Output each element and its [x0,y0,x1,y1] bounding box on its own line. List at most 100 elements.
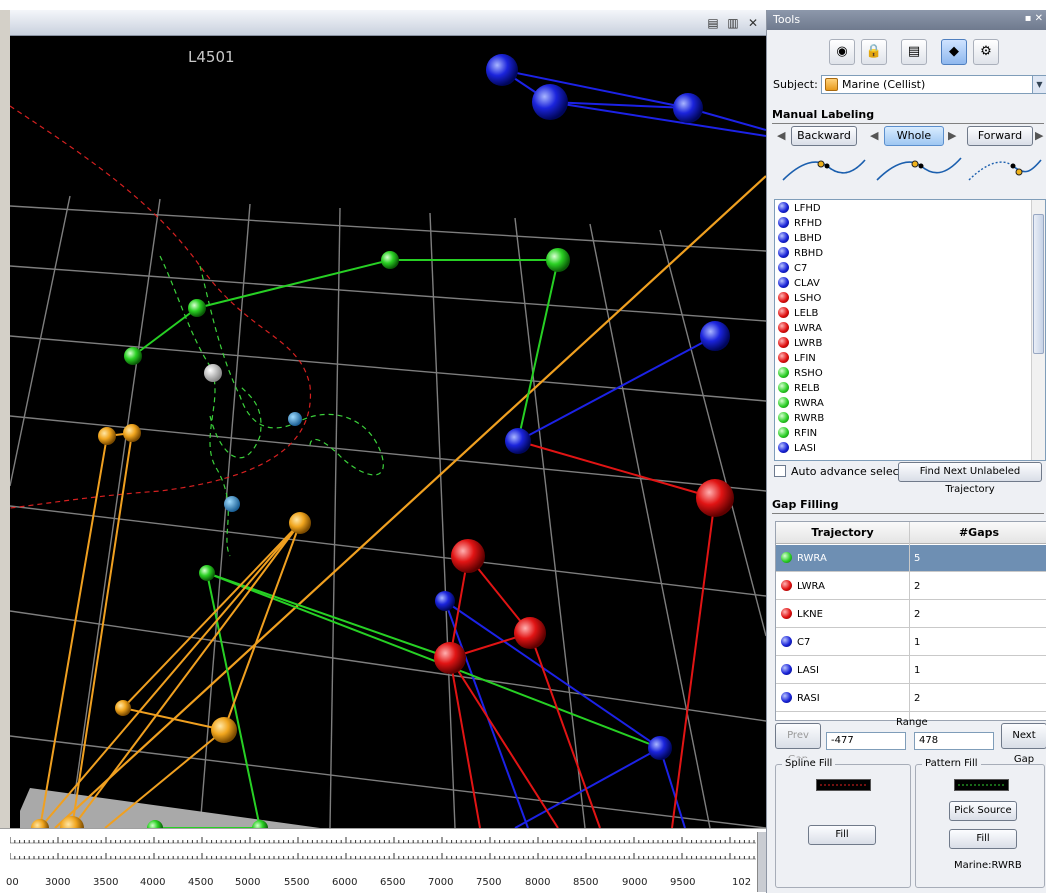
list-item[interactable]: RBHD [778,247,823,261]
marker-name: LELB [794,308,819,319]
list-item[interactable]: RWRB [778,412,824,426]
marker-name: CLAV [794,278,820,289]
col-trajectory-header[interactable]: Trajectory [776,522,909,544]
scroll-thumb[interactable] [1033,214,1044,354]
marker-name: RBHD [794,248,824,259]
timeline-ruler[interactable] [10,835,760,875]
pattern-fill-group: Pattern Fill Pick Source Fill Marine:RWR… [915,758,1045,888]
marker-dot-icon [781,664,792,675]
list-item[interactable]: LSHO [778,292,821,306]
marker-name: RWRA [794,398,824,409]
prev-gap-button[interactable]: Prev Gap [775,723,821,765]
list-item[interactable]: LELB [778,307,818,321]
list-item[interactable]: RSHO [778,367,823,381]
list-item[interactable]: C7 [778,262,807,276]
marker-dot-icon [778,352,789,363]
timeline-label: 9000 [622,877,648,888]
marker-list-scrollbar[interactable] [1031,200,1045,460]
pattern-fill-button[interactable]: Fill [949,829,1017,849]
list-item[interactable]: RFIN [778,427,817,441]
timeline-label: 5000 [235,877,261,888]
timeline-label: 8500 [573,877,599,888]
find-next-unlabeled-button[interactable]: Find Next Unlabeled Trajectory [898,462,1042,495]
whole-button[interactable]: Whole [884,126,944,146]
table-row[interactable]: C7 1 [776,629,1046,656]
tools-title: Tools [773,13,801,26]
chevron-down-icon[interactable]: ▼ [1032,76,1046,93]
gap-filling-header: Gap Filling [772,498,1044,514]
trajectory-name: LKNE [797,609,823,620]
list-item[interactable]: LFIN [778,352,816,366]
marker-dot-icon [778,277,789,288]
3d-viewport[interactable]: ▤ ▥ ✕ [10,10,766,828]
spline-fill-button[interactable]: Fill [808,825,876,845]
marker-name: RSHO [794,368,823,379]
manual-labeling-header: Manual Labeling [772,108,1044,124]
marker-name: C7 [794,263,808,274]
options-icon[interactable]: ⚙ [973,39,999,65]
trajectory-name: LASI [797,665,819,676]
labeling-icon[interactable]: 🔒 [861,39,887,65]
auto-advance-checkbox[interactable] [774,465,786,477]
list-item[interactable]: LWRA [778,322,822,336]
pick-source-button[interactable]: Pick Source [949,801,1017,821]
list-item[interactable]: CLAV [778,277,820,291]
backward-button[interactable]: Backward [791,126,857,146]
timeline-label: 3500 [93,877,119,888]
marker-dot-icon [778,307,789,318]
gap-count: 5 [914,553,921,564]
marker-name: LFIN [794,353,816,364]
marker-dot-icon [778,247,789,258]
timeline-label: 5500 [284,877,310,888]
gap-table[interactable]: Trajectory #Gaps RWRA 5 LWRA 2 LKNE 2 C7… [775,521,1046,721]
viewport-titlebar: ▤ ▥ ✕ [10,10,766,36]
marker-dot-icon [778,397,789,408]
col-gaps-header[interactable]: #Gaps [910,522,1046,544]
pipeline-icon[interactable]: ▤ [901,39,927,65]
next-gap-button[interactable]: Next Gap [1001,723,1046,765]
arrow-right-icon: ▶ [948,129,957,142]
forward-button[interactable]: Forward [967,126,1033,146]
arrow-left-icon: ◀ [777,129,786,142]
split-view-icon[interactable]: ▥ [727,16,739,30]
marker-list[interactable]: LFHD RFHD LBHD RBHD C7 CLAV LSHO LELB LW… [774,199,1046,461]
range-from-field[interactable]: -477 [826,732,906,750]
timeline-splitter[interactable] [757,832,766,892]
list-item[interactable]: LBHD [778,232,822,246]
table-row[interactable]: LASI 1 [776,657,1046,684]
capture-scene[interactable] [10,36,766,828]
subject-value: Marine (Cellist) [842,78,926,91]
timeline[interactable]: 00 3000 3500 4000 4500 5000 5500 6000 65… [0,828,766,893]
close-viewport-icon[interactable]: ✕ [747,16,759,30]
column-divider [909,522,910,720]
red-trajectory [10,105,312,509]
list-item[interactable]: LWRB [778,337,822,351]
timeline-label: 4000 [140,877,166,888]
panel-controls[interactable]: ▪ ✕ [1024,13,1043,24]
green-trajectory [159,255,384,557]
marker-name: LASI [794,443,816,454]
layout-icon[interactable]: ▤ [707,16,719,30]
list-item[interactable]: RELB [778,382,820,396]
subject-icon[interactable]: ◉ [829,39,855,65]
spline-preview [816,779,871,791]
marker-dot-icon [781,580,792,591]
table-row[interactable]: LWRA 2 [776,573,1046,600]
table-row[interactable]: LKNE 2 [776,601,1046,628]
list-item[interactable]: RWRA [778,397,824,411]
subject-select[interactable]: Marine (Cellist) ▼ [821,75,1046,94]
marker-dot-icon [778,217,789,228]
list-item[interactable]: LASI [778,442,816,456]
list-item[interactable]: RFHD [778,217,822,231]
auto-advance-label: Auto advance selection [791,465,920,478]
table-row[interactable]: RWRA 5 [776,545,1046,572]
range-label: Range [896,717,928,728]
gap-count: 2 [914,609,921,620]
tag-icon[interactable]: ◆ [941,39,967,65]
marker-dot-icon [778,292,789,303]
list-item[interactable]: LFHD [778,202,821,216]
labeling-mode-icons[interactable] [781,152,1043,188]
table-row[interactable]: RASI 2 [776,685,1046,712]
marker-name: LBHD [794,233,822,244]
range-to-field[interactable]: 478 [914,732,994,750]
